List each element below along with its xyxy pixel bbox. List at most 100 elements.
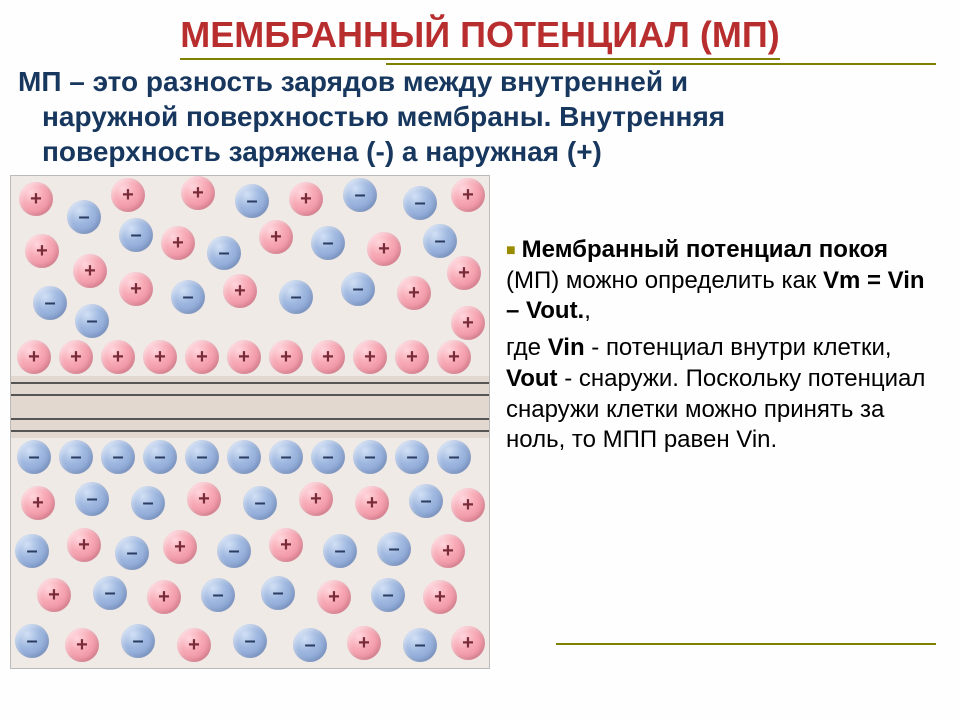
membrane-line	[11, 430, 489, 432]
negative-ion: –	[101, 440, 135, 474]
intro-line1: МП – это разность зарядов между внутренн…	[18, 66, 688, 97]
positive-ion: +	[181, 176, 215, 210]
negative-ion: –	[343, 178, 377, 212]
content-area: +–++–+––++–+–+–+–+–+–+––++–++++++++++++ …	[0, 175, 960, 695]
negative-ion: –	[403, 186, 437, 220]
negative-ion: –	[201, 578, 235, 612]
negative-ion: –	[233, 624, 267, 658]
positive-ion: +	[65, 628, 99, 662]
negative-ion: –	[311, 226, 345, 260]
negative-ion: –	[67, 200, 101, 234]
positive-ion: +	[67, 528, 101, 562]
negative-ion: –	[227, 440, 261, 474]
intracellular-region: –––––––––––+––+–++–+–+–+–+––++–+––+–+–+–…	[11, 438, 489, 670]
negative-ion: –	[269, 440, 303, 474]
positive-ion: +	[347, 626, 381, 660]
negative-ion: –	[323, 534, 357, 568]
negative-ion: –	[409, 484, 443, 518]
positive-ion: +	[269, 528, 303, 562]
positive-ion: +	[423, 580, 457, 614]
positive-ion: +	[451, 178, 485, 212]
positive-ion: +	[17, 340, 51, 374]
p1-rest2: ,	[584, 297, 591, 324]
positive-ion: +	[355, 486, 389, 520]
positive-ion: +	[227, 340, 261, 374]
p2-vout: Vout	[506, 365, 558, 392]
positive-ion: +	[259, 220, 293, 254]
negative-ion: –	[311, 440, 345, 474]
negative-ion: –	[15, 534, 49, 568]
positive-ion: +	[317, 580, 351, 614]
p1-rest1: (МП) можно определить как	[506, 267, 823, 294]
positive-ion: +	[451, 306, 485, 340]
intro-paragraph: МП – это разность зарядов между внутренн…	[0, 64, 960, 169]
positive-ion: +	[447, 256, 481, 290]
negative-ion: –	[423, 224, 457, 258]
positive-ion: +	[395, 340, 429, 374]
decorative-line-bottom	[556, 643, 936, 645]
negative-ion: –	[217, 534, 251, 568]
negative-ion: –	[279, 280, 313, 314]
negative-ion: –	[121, 624, 155, 658]
membrane-line	[11, 418, 489, 420]
positive-ion: +	[177, 628, 211, 662]
positive-ion: +	[311, 340, 345, 374]
title-text: МЕМБРАННЫЙ ПОТЕНЦИАЛ (МП)	[180, 14, 779, 60]
positive-ion: +	[187, 482, 221, 516]
extracellular-region: +–++–+––++–+–+–+–+–+–+––++–++++++++++++	[11, 176, 489, 376]
positive-ion: +	[21, 486, 55, 520]
positive-ion: +	[161, 226, 195, 260]
negative-ion: –	[75, 304, 109, 338]
decorative-line-top	[386, 63, 936, 65]
negative-ion: –	[143, 440, 177, 474]
negative-ion: –	[59, 440, 93, 474]
negative-ion: –	[33, 286, 67, 320]
positive-ion: +	[73, 254, 107, 288]
positive-ion: +	[147, 580, 181, 614]
membrane-line	[11, 382, 489, 384]
negative-ion: –	[185, 440, 219, 474]
negative-ion: –	[437, 440, 471, 474]
p1-bold: Мембранный потенциал покоя	[522, 236, 888, 263]
negative-ion: –	[15, 624, 49, 658]
p2-b: - потенциал внутри клетки,	[585, 334, 892, 361]
positive-ion: +	[437, 340, 471, 374]
negative-ion: –	[75, 482, 109, 516]
positive-ion: +	[451, 488, 485, 522]
negative-ion: –	[353, 440, 387, 474]
membrane-line	[11, 394, 489, 396]
negative-ion: –	[119, 218, 153, 252]
negative-ion: –	[115, 536, 149, 570]
positive-ion: +	[299, 482, 333, 516]
negative-ion: –	[395, 440, 429, 474]
p2-vin: Vin	[548, 334, 585, 361]
negative-ion: –	[131, 486, 165, 520]
negative-ion: –	[293, 628, 327, 662]
positive-ion: +	[397, 276, 431, 310]
positive-ion: +	[111, 178, 145, 212]
negative-ion: –	[17, 440, 51, 474]
negative-ion: –	[341, 272, 375, 306]
negative-ion: –	[171, 280, 205, 314]
negative-ion: –	[371, 578, 405, 612]
explanation-text: ■ Мембранный потенциал покоя (МП) можно о…	[506, 235, 940, 462]
positive-ion: +	[119, 272, 153, 306]
negative-ion: –	[261, 576, 295, 610]
positive-ion: +	[59, 340, 93, 374]
positive-ion: +	[163, 530, 197, 564]
positive-ion: +	[367, 232, 401, 266]
positive-ion: +	[223, 274, 257, 308]
positive-ion: +	[143, 340, 177, 374]
paragraph-2: где Vin - потенциал внутри клетки, Vout …	[506, 333, 940, 456]
positive-ion: +	[353, 340, 387, 374]
intro-line2: наружной поверхностью мембраны. Внутренн…	[18, 99, 932, 134]
positive-ion: +	[269, 340, 303, 374]
negative-ion: –	[243, 486, 277, 520]
positive-ion: +	[101, 340, 135, 374]
positive-ion: +	[37, 578, 71, 612]
bullet-icon: ■	[506, 242, 516, 259]
p2-c: - снаружи. Поскольку потенциал снаружи к…	[506, 365, 925, 453]
negative-ion: –	[235, 184, 269, 218]
p2-a: где	[506, 334, 548, 361]
positive-ion: +	[19, 182, 53, 216]
